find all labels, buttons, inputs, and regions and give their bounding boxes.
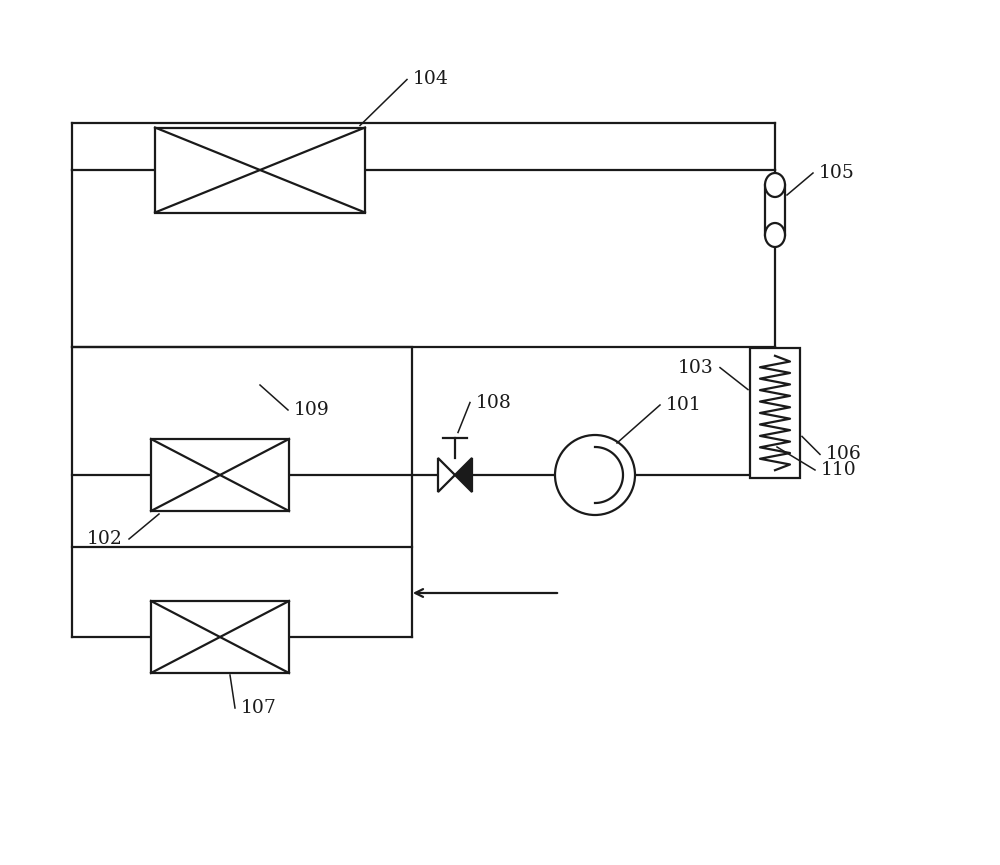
Bar: [750, 348, 800, 478]
Text: 101: 101: [666, 396, 702, 414]
Text: 103: 103: [678, 359, 714, 376]
Text: 110: 110: [821, 461, 857, 479]
Text: 108: 108: [476, 394, 512, 412]
Circle shape: [555, 435, 635, 515]
Bar: [72, 347, 412, 547]
Bar: [765, 185, 785, 235]
Text: 109: 109: [294, 401, 330, 419]
Ellipse shape: [765, 173, 785, 197]
Bar: [155, 127, 365, 213]
Text: 107: 107: [241, 699, 277, 717]
Polygon shape: [455, 458, 472, 492]
Bar: [151, 601, 289, 673]
Text: 104: 104: [413, 71, 449, 88]
Bar: [151, 439, 289, 511]
Ellipse shape: [765, 223, 785, 247]
Text: 106: 106: [826, 445, 862, 464]
Text: 105: 105: [819, 164, 855, 182]
Polygon shape: [438, 458, 455, 492]
Text: 102: 102: [87, 530, 123, 548]
